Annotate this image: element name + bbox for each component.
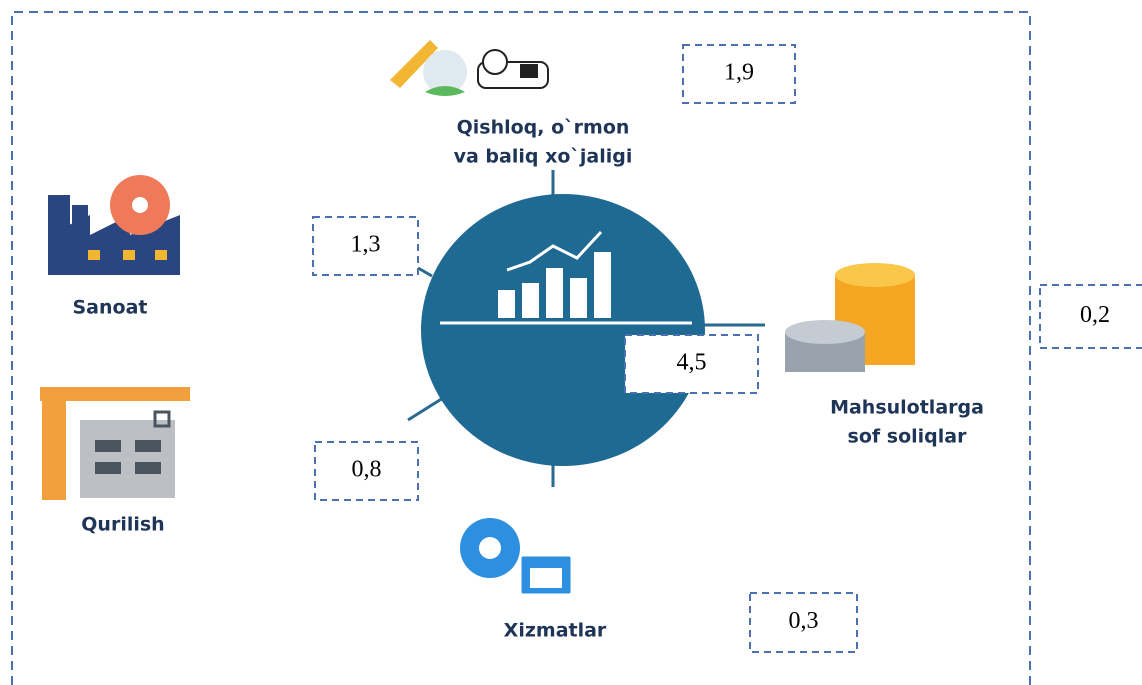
- value-text: 4,5: [677, 350, 707, 376]
- diagram: Qishloq, o`rmon va baliq xo`jaligi Sanoat Q…: [0, 0, 1142, 685]
- sector-label: Qurilish: [81, 514, 164, 536]
- center-icon: [421, 194, 705, 466]
- agriculture-icon: [390, 40, 548, 96]
- sector-label: sof soliqlar: [848, 426, 968, 448]
- sector-label: Xizmatlar: [504, 620, 607, 642]
- coins-icon: [785, 263, 915, 372]
- value-text: 0,2: [1080, 302, 1110, 328]
- value-text: 0,8: [352, 457, 382, 483]
- services-icon: [460, 518, 572, 595]
- sector-label: Qishloq, o`rmon: [457, 117, 630, 139]
- value-text: 1,3: [351, 232, 381, 258]
- value-text: 0,3: [789, 608, 819, 634]
- construction-icon: [40, 387, 190, 500]
- sector-label: va baliq xo`jaligi: [454, 146, 633, 168]
- sector-label: Sanoat: [73, 297, 148, 319]
- industry-icon: [48, 175, 180, 275]
- value-text: 1,9: [724, 60, 754, 86]
- sector-label: Mahsulotlarga: [830, 397, 984, 419]
